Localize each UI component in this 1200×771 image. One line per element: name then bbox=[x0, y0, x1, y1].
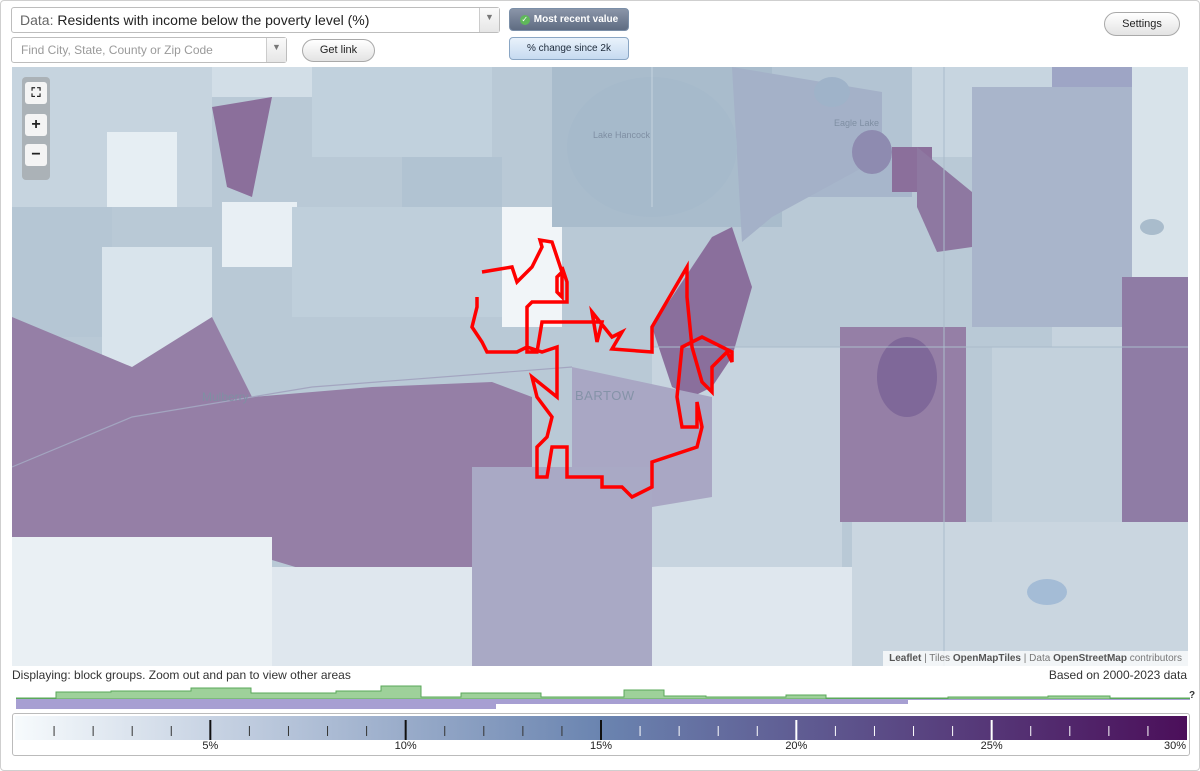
tiles-link[interactable]: OpenMapTiles bbox=[952, 653, 1021, 664]
minus-icon: − bbox=[31, 146, 41, 163]
get-link-button[interactable]: Get link bbox=[302, 39, 375, 62]
map-attribution: Leaflet | Tiles OpenMapTiles | Data Open… bbox=[883, 651, 1188, 666]
location-search[interactable]: ▼ bbox=[11, 37, 287, 63]
search-dropdown-arrow[interactable]: ▼ bbox=[266, 38, 286, 62]
legend-tick-label: 30% bbox=[1163, 740, 1187, 752]
zoom-in-button[interactable]: + bbox=[25, 114, 47, 136]
check-icon: ✓ bbox=[519, 15, 530, 25]
data-prefix: Data: bbox=[20, 12, 54, 28]
data-range-note: Based on 2000-2023 data bbox=[1048, 668, 1187, 682]
plus-icon: + bbox=[31, 116, 41, 133]
legend-tick-label: 15% bbox=[589, 740, 613, 752]
lake-label: Lake Hancock bbox=[593, 130, 651, 140]
fullscreen-icon: ⛶ bbox=[31, 85, 41, 100]
city-label: BARTOW bbox=[575, 388, 635, 403]
zoom-controls: ⛶ + − bbox=[22, 77, 50, 180]
lake-label: Eagle Lake bbox=[834, 118, 880, 128]
data-variable-select[interactable]: Data: Residents with income below the po… bbox=[11, 7, 500, 33]
zoom-out-button[interactable]: − bbox=[25, 144, 47, 166]
select-arrow[interactable]: ▼ bbox=[479, 8, 499, 32]
chevron-down-icon: ▼ bbox=[485, 12, 494, 22]
osm-link[interactable]: OpenStreetMap bbox=[1053, 653, 1127, 664]
legend-tick-label: 5% bbox=[202, 740, 219, 752]
help-icon[interactable]: ? bbox=[1189, 690, 1196, 701]
town-label: Mulberry bbox=[202, 390, 249, 404]
settings-button[interactable]: Settings bbox=[1104, 12, 1180, 36]
attribution-separator: | Data bbox=[1021, 653, 1054, 664]
map-layer bbox=[12, 67, 1188, 666]
distribution-histogram bbox=[16, 685, 1190, 709]
chevron-down-icon: ▼ bbox=[272, 42, 281, 52]
leaflet-link[interactable]: Leaflet bbox=[889, 653, 922, 664]
legend-scale bbox=[15, 716, 1187, 740]
percent-change-button[interactable]: % change since 2k bbox=[509, 37, 629, 60]
fit-bounds-button[interactable]: ⛶ bbox=[25, 82, 47, 104]
most-recent-label: Most recent value bbox=[533, 14, 619, 25]
data-value: Residents with income below the poverty … bbox=[57, 12, 370, 28]
color-legend: 5% 10% 15% 20% 25% 30% bbox=[12, 713, 1190, 756]
attribution-contributors: contributors bbox=[1126, 653, 1182, 664]
legend-tick-label: 25% bbox=[980, 740, 1003, 752]
choropleth-map[interactable]: BARTOW Mulberry Lake Hancock Eagle Lake … bbox=[12, 67, 1188, 666]
attribution-separator: | Tiles bbox=[921, 653, 953, 664]
legend-tick-label: 20% bbox=[785, 740, 808, 752]
legend-tick-label: 10% bbox=[394, 740, 417, 752]
display-note: Displaying: block groups. Zoom out and p… bbox=[12, 668, 351, 682]
search-input[interactable] bbox=[12, 38, 267, 62]
most-recent-value-button[interactable]: ✓ Most recent value bbox=[509, 8, 629, 31]
